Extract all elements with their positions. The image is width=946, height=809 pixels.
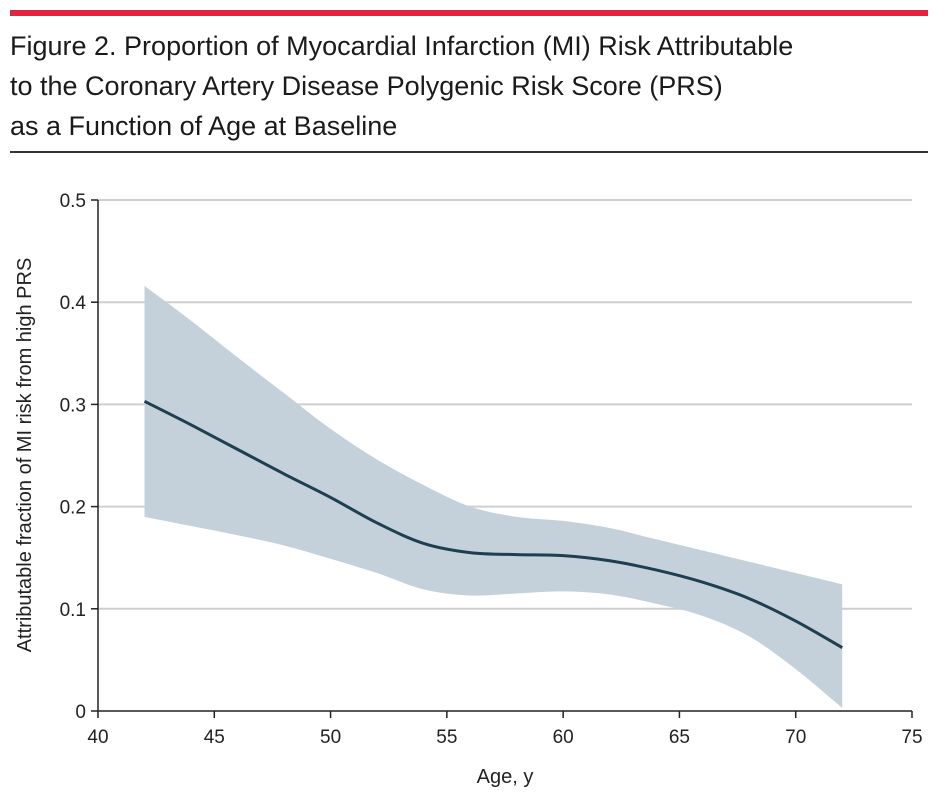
y-axis-ticks: 0 0.1 0.2 0.3 0.4 0.5 — [60, 191, 98, 723]
figure-title-line-2: to the Coronary Artery Disease Polygenic… — [10, 71, 723, 101]
y-tick-label: 0.3 — [60, 395, 86, 416]
y-tick-label: 0.5 — [60, 191, 86, 212]
y-axis-title: Attributable fraction of MI risk from hi… — [14, 258, 36, 653]
x-axis-ticks: 40 45 50 55 60 65 70 75 — [87, 711, 923, 748]
y-tick-label: 0.4 — [60, 293, 87, 314]
x-tick-label: 50 — [320, 727, 341, 748]
x-tick-label: 60 — [553, 727, 574, 748]
series-line — [143, 399, 843, 649]
x-tick-label: 40 — [87, 727, 108, 748]
x-tick-label: 55 — [436, 727, 457, 748]
x-tick-label: 75 — [901, 727, 922, 748]
accent-rule — [10, 10, 928, 16]
y-tick-label: 0.2 — [60, 498, 86, 519]
figure-title-line-3: as a Function of Age at Baseline — [10, 111, 398, 141]
axes — [97, 200, 912, 712]
title-divider — [10, 151, 928, 153]
confidence-band — [144, 285, 843, 708]
y-tick-label: 0 — [75, 702, 86, 723]
x-tick-label: 65 — [669, 727, 690, 748]
x-tick-label: 45 — [204, 727, 225, 748]
x-tick-label: 70 — [785, 727, 806, 748]
x-axis-title: Age, y — [477, 766, 534, 788]
figure-title: Figure 2. Proportion of Myocardial Infar… — [10, 26, 910, 146]
figure-title-line-1: Figure 2. Proportion of Myocardial Infar… — [10, 31, 794, 61]
y-tick-label: 0.1 — [60, 600, 86, 621]
